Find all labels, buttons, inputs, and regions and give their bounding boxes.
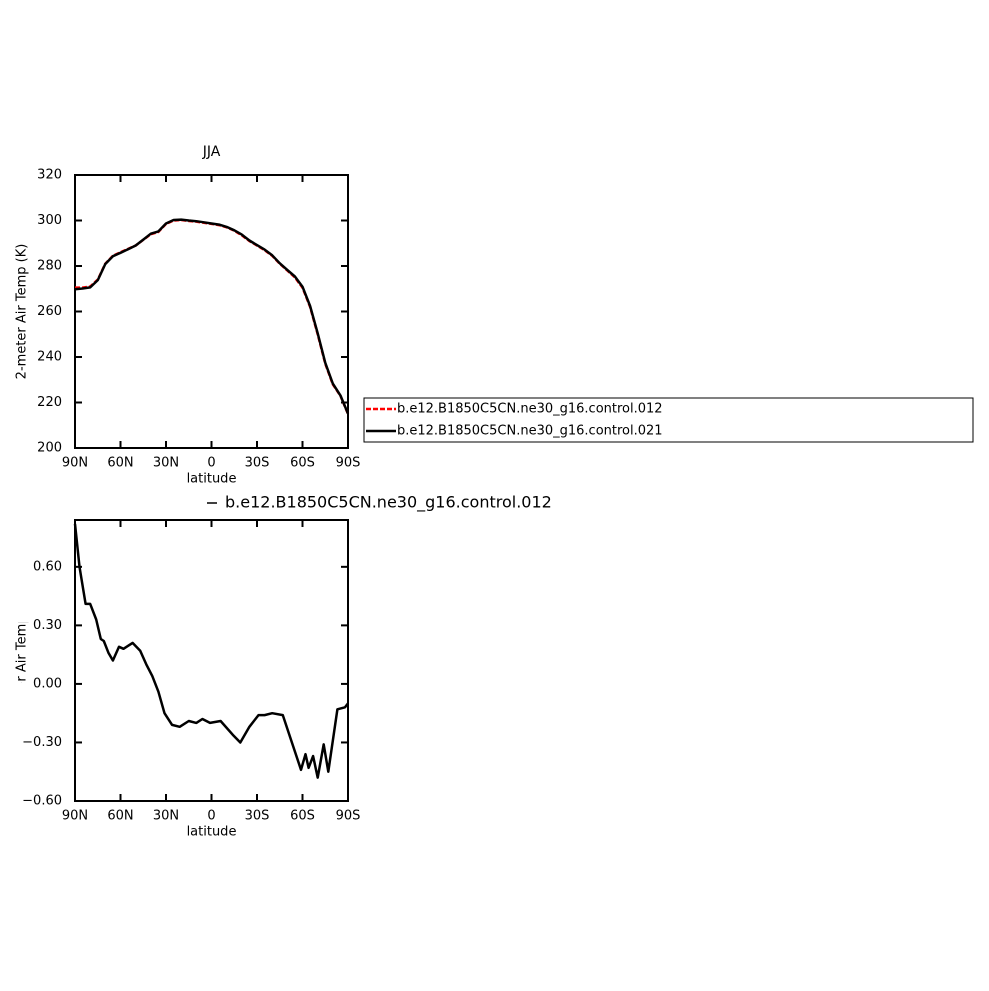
y-tick-label: 280	[37, 259, 62, 274]
y-axis-label: 2-meter Air Temp (K)	[15, 593, 30, 729]
data-line	[73, 523, 349, 779]
legend-label: b.e12.B1850C5CN.ne30_g16.control.012	[397, 402, 663, 417]
x-tick-label: 60N	[107, 456, 133, 471]
y-tick-label: −0.60	[22, 794, 62, 809]
data-line	[75, 218, 350, 415]
y-tick-label: 0.60	[33, 559, 62, 574]
x-tick-label: 30N	[153, 809, 179, 824]
y-tick-label: 300	[37, 213, 62, 228]
x-tick-label: 90S	[336, 809, 361, 824]
data-line	[74, 218, 350, 415]
legend-label: b.e12.B1850C5CN.ne30_g16.control.021	[397, 424, 663, 439]
y-tick-label: 320	[37, 168, 62, 183]
y-tick-label: 260	[37, 304, 62, 319]
x-tick-label: 30S	[245, 456, 270, 471]
plot-frame	[74, 174, 349, 449]
x-tick-label: 60N	[107, 809, 133, 824]
y-tick-label: 200	[37, 441, 62, 456]
chart-title: JJA	[202, 144, 221, 160]
chart-title: b.e12.B1850C5CN.ne30_g16.control.012	[225, 493, 552, 513]
y-tick-label: 0.30	[33, 618, 62, 633]
x-tick-label: 90N	[62, 456, 88, 471]
x-tick-label: 30S	[245, 809, 270, 824]
y-tick-label: −0.30	[22, 735, 62, 750]
x-tick-label: 30N	[153, 456, 179, 471]
x-tick-label: 60S	[290, 456, 315, 471]
x-axis-label: latitude	[187, 825, 237, 840]
y-tick-label: 220	[37, 395, 62, 410]
x-tick-label: 90N	[62, 809, 88, 824]
y-tick-label: 240	[37, 350, 62, 365]
x-tick-label: 0	[207, 809, 215, 824]
x-axis-label: latitude	[187, 472, 237, 487]
x-tick-label: 60S	[290, 809, 315, 824]
y-axis-label: 2-meter Air Temp (K)	[15, 244, 30, 380]
x-tick-label: 0	[207, 456, 215, 471]
y-tick-label: 0.00	[33, 676, 62, 691]
x-tick-label: 90S	[336, 456, 361, 471]
legend-box	[363, 397, 974, 443]
